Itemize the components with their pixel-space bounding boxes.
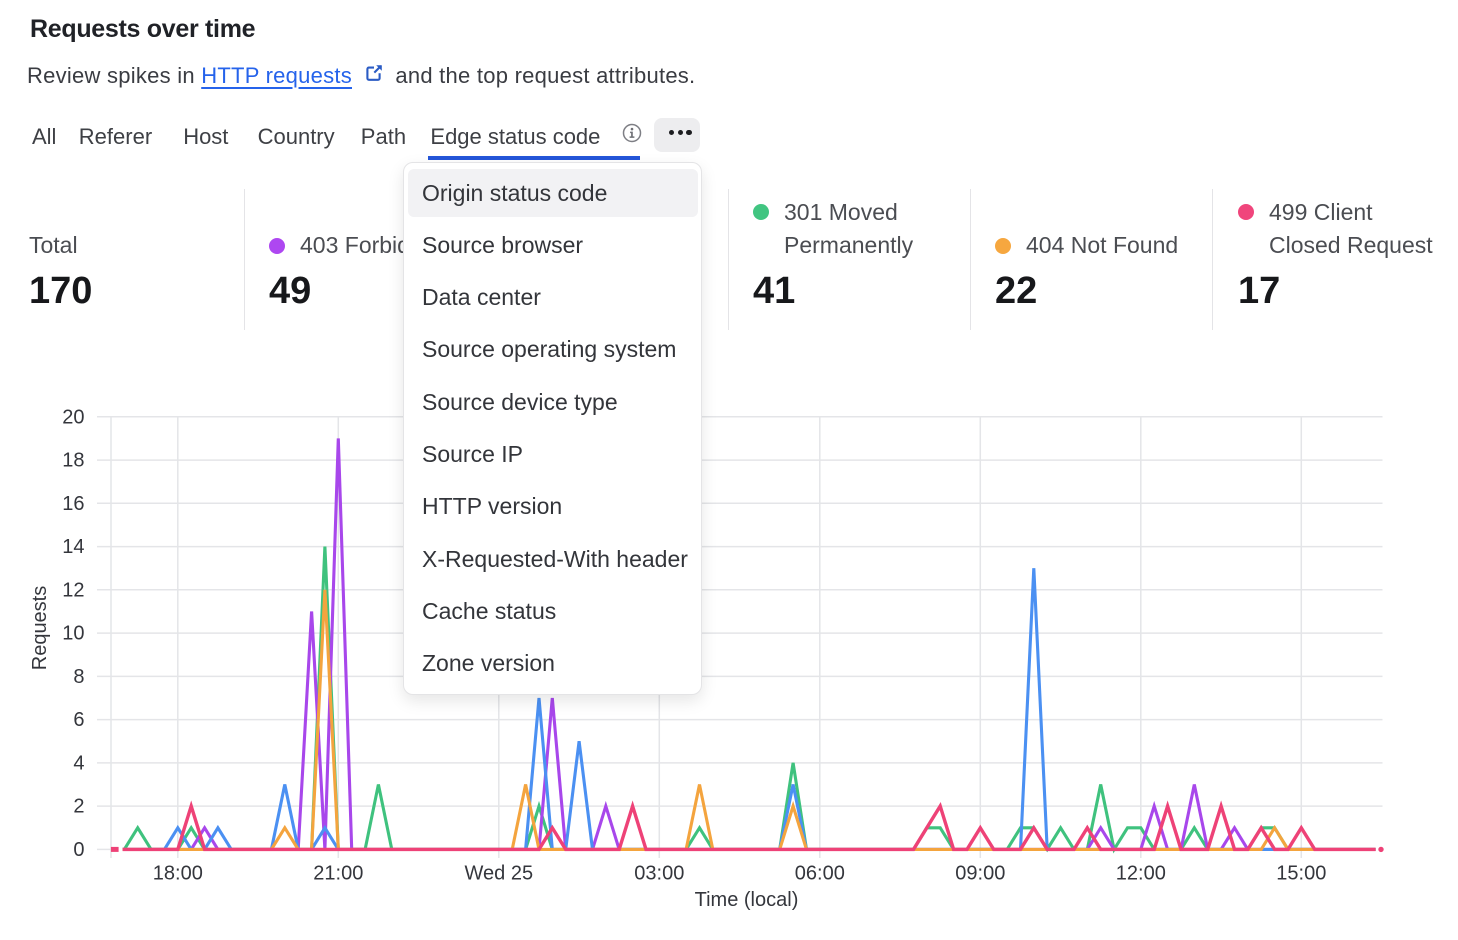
svg-text:20: 20	[62, 406, 84, 428]
svg-text:06:00: 06:00	[795, 863, 845, 885]
svg-text:18: 18	[62, 450, 84, 472]
svg-text:14: 14	[62, 536, 84, 558]
svg-text:4: 4	[73, 752, 84, 774]
svg-text:10: 10	[62, 623, 84, 645]
svg-text:8: 8	[73, 666, 84, 688]
svg-text:Wed 25: Wed 25	[465, 863, 534, 885]
svg-text:18:00: 18:00	[153, 863, 203, 885]
svg-text:2: 2	[73, 796, 84, 818]
svg-text:21:00: 21:00	[313, 863, 363, 885]
svg-text:16: 16	[62, 493, 84, 515]
svg-text:15:00: 15:00	[1276, 863, 1326, 885]
svg-text:0: 0	[73, 839, 84, 861]
svg-text:6: 6	[73, 709, 84, 731]
svg-text:03:00: 03:00	[634, 863, 684, 885]
svg-text:Time (local): Time (local)	[695, 889, 799, 911]
svg-text:12: 12	[62, 579, 84, 601]
svg-text:12:00: 12:00	[1116, 863, 1166, 885]
svg-text:Requests: Requests	[29, 586, 51, 671]
svg-text:09:00: 09:00	[955, 863, 1005, 885]
